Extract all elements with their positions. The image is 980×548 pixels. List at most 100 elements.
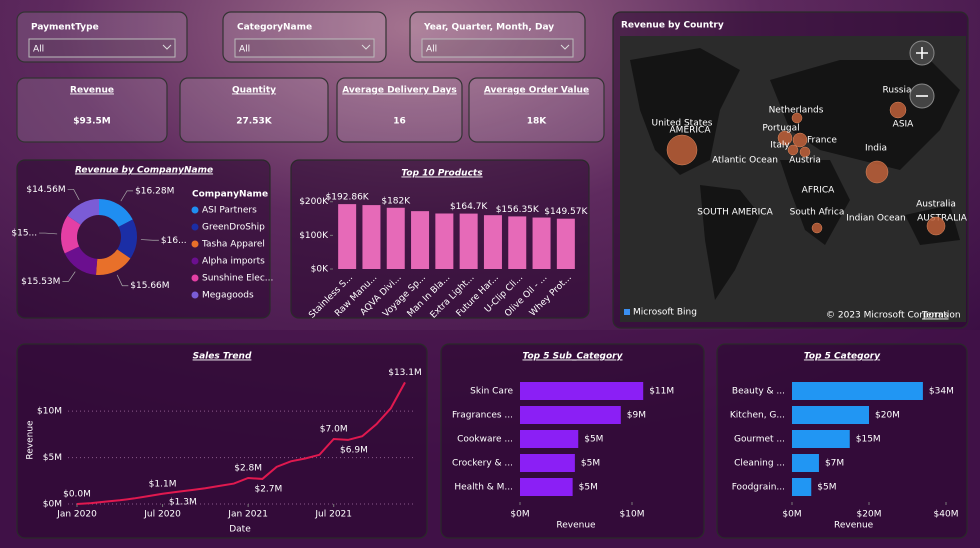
country-label: Italy [770, 141, 790, 151]
bar [792, 478, 812, 496]
country-bubble[interactable] [811, 222, 823, 234]
bar [386, 207, 405, 269]
region-label: SOUTH AMERICA [697, 208, 773, 218]
chart-panel [16, 159, 271, 319]
x-tick-label: $20M [857, 510, 882, 520]
bar [532, 217, 551, 269]
country-label: India [865, 144, 887, 154]
dropdown[interactable] [421, 38, 574, 58]
data-label: $192.86K [326, 193, 370, 203]
chart-title: Sales Trend [193, 352, 252, 362]
country-bubble[interactable] [889, 101, 907, 119]
bar [792, 454, 819, 472]
country-bubble[interactable] [791, 112, 803, 124]
country-label: United States [652, 119, 713, 129]
region-label: AMERICA [670, 126, 712, 136]
country-bubble[interactable] [865, 160, 889, 184]
country-bubble[interactable] [787, 144, 799, 156]
data-label: $34M [929, 387, 954, 397]
country-label: Netherlands [769, 106, 824, 116]
bar [483, 215, 502, 269]
data-label: $7M [825, 459, 844, 469]
legend-swatch [191, 223, 199, 231]
y-tick-label: $200K [299, 197, 329, 207]
kpi-value: 27.53K [236, 117, 272, 127]
bar [520, 478, 573, 496]
y-tick-label: $5M [43, 453, 62, 463]
landmass [700, 185, 760, 300]
kpi-card [179, 77, 329, 143]
country-label: Austria [789, 156, 821, 166]
legend-label: Sunshine Elec... [202, 274, 273, 284]
bar [508, 216, 527, 269]
filter-panel [409, 11, 586, 63]
bar [520, 406, 621, 424]
x-tick-label: Jul 2020 [143, 510, 181, 520]
data-label: $20M [875, 411, 900, 421]
donut-segment [95, 249, 131, 275]
dropdown-arrow [162, 44, 172, 50]
data-label: $5M [584, 435, 603, 445]
country-bubble[interactable] [777, 130, 793, 146]
x-tick-label: Jul 2021 [314, 510, 352, 520]
region-label: ASIA [893, 120, 915, 130]
data-label: $15M [856, 435, 881, 445]
legend-swatch [191, 291, 199, 299]
leader-line [67, 188, 80, 201]
bar [435, 213, 454, 269]
country-bubble[interactable] [926, 216, 946, 236]
legend-label: Megagoods [202, 291, 254, 301]
country-bubble[interactable] [799, 146, 811, 158]
kpi-title: Average Delivery Days [342, 86, 456, 96]
filter-label: CategoryName [237, 23, 312, 33]
legend-swatch [191, 206, 199, 214]
chart-title: Top 5 Category [804, 352, 881, 362]
region-label: Indian Ocean [846, 214, 905, 224]
country-label: France [807, 136, 837, 146]
data-label: $2.8M [234, 464, 262, 474]
y-tick-label: Kitchen, G... [730, 411, 785, 421]
y-tick-label: $10M [37, 407, 62, 417]
country-label: Russia [883, 86, 912, 96]
data-label: $16... [161, 236, 187, 246]
x-tick-label: $10M [620, 510, 645, 520]
leader-line [116, 274, 129, 287]
kpi-value: 16 [393, 117, 406, 127]
kpi-value: $93.5M [73, 117, 110, 127]
country-bubble[interactable] [792, 132, 808, 148]
map-title: Revenue by Country [621, 21, 724, 31]
data-label: $6.9M [340, 445, 368, 455]
data-label: $5M [579, 483, 598, 493]
country-bubble[interactable] [666, 134, 698, 166]
y-axis-label: Revenue [26, 420, 36, 460]
y-tick-label: Foodgrain... [732, 483, 785, 493]
bar [520, 382, 644, 400]
map-provider: Microsoft Bing [633, 308, 697, 318]
y-tick-label: $0K [311, 265, 329, 275]
dropdown[interactable] [234, 38, 375, 58]
kpi-title: Average Order Value [484, 86, 589, 96]
data-label: $1.1M [149, 479, 177, 489]
dropdown[interactable] [28, 38, 176, 58]
kpi-card [16, 77, 168, 143]
region-label: AFRICA [802, 186, 836, 196]
legend-swatch [191, 274, 199, 282]
legend-swatch [191, 257, 199, 265]
data-label: $11M [649, 387, 674, 397]
filter-panel [16, 11, 188, 63]
legend-label: Alpha imports [202, 257, 265, 267]
kpi-card [336, 77, 463, 143]
data-label: $2.7M [254, 484, 282, 494]
legend-label: GreenDroShip [202, 223, 265, 233]
y-tick-label: Cleaning ... [734, 459, 785, 469]
x-tick-label: Jan 2020 [56, 510, 97, 520]
data-label: $149.57K [544, 207, 588, 217]
donut-segment [64, 246, 98, 275]
chart-panel [16, 343, 428, 539]
data-label: $5M [817, 483, 836, 493]
kpi-title: Quantity [232, 86, 276, 96]
legend-title: CompanyName [192, 190, 268, 200]
donut-segment [99, 199, 133, 227]
map-terms[interactable]: Terms [921, 311, 949, 321]
